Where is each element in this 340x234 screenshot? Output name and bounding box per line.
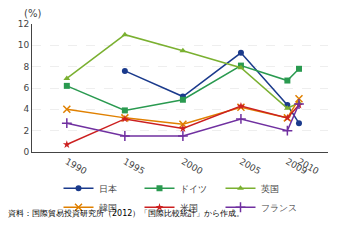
svg-text:1990: 1990 (64, 156, 89, 176)
svg-text:韓国: 韓国 (99, 203, 117, 213)
svg-text:12: 12 (18, 19, 29, 29)
svg-text:8: 8 (23, 62, 29, 72)
svg-text:フランス: フランス (261, 203, 297, 213)
svg-text:1995: 1995 (122, 156, 147, 176)
svg-text:4: 4 (23, 104, 29, 114)
svg-text:6: 6 (23, 83, 29, 93)
svg-text:英国: 英国 (261, 184, 279, 194)
svg-text:資料：国際貿易投資研究所（2012）「国際比較統計」から作成: 資料：国際貿易投資研究所（2012）「国際比較統計」から作成。 (8, 209, 244, 218)
svg-text:2009: 2009 (284, 156, 309, 176)
svg-text:2010: 2010 (296, 156, 321, 176)
svg-text:0: 0 (23, 147, 29, 157)
svg-text:ドイツ: ドイツ (180, 184, 207, 194)
svg-text:(%): (%) (24, 8, 41, 19)
svg-text:2005: 2005 (238, 156, 263, 176)
svg-text:10: 10 (18, 40, 30, 50)
svg-text:2: 2 (23, 126, 29, 136)
svg-text:日本: 日本 (99, 184, 117, 194)
svg-text:2000: 2000 (180, 156, 205, 176)
svg-text:米国: 米国 (180, 203, 198, 213)
